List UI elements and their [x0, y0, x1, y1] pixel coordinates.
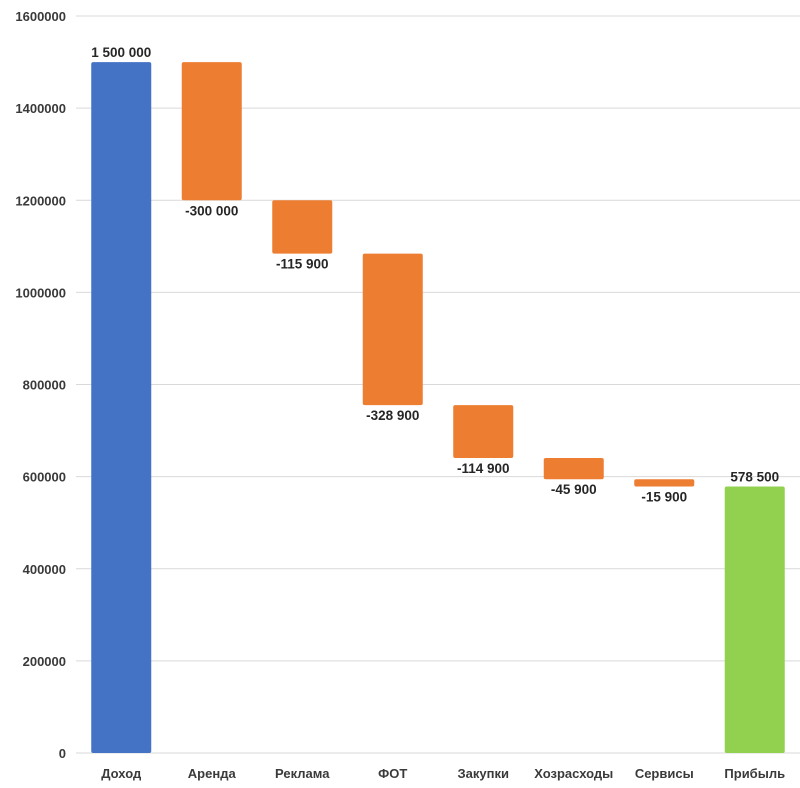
y-tick-label: 800000: [23, 378, 66, 393]
bar-decrease: [634, 479, 695, 487]
data-label: -45 900: [551, 482, 597, 497]
data-label: -114 900: [457, 461, 510, 476]
y-tick-label: 1000000: [15, 285, 66, 300]
data-label: -328 900: [366, 408, 419, 423]
bar-decrease: [181, 62, 242, 201]
data-label: -15 900: [641, 490, 687, 505]
data-labels: 1 500 000 -300 000 -115 900 -328 900 -114 90…: [91, 45, 779, 504]
data-label: -300 000: [185, 203, 238, 218]
x-category-label: Доход: [101, 766, 142, 781]
x-category-label: Сервисы: [635, 766, 694, 781]
y-tick-label: 600000: [23, 470, 66, 485]
bar-total: [724, 486, 785, 753]
y-tick-label: 1600000: [15, 9, 66, 24]
bar-start: [91, 62, 152, 753]
x-category-label: Реклама: [275, 766, 330, 781]
y-axis-ticks: 0 200000 400000 600000 800000 1000000 1200000 1…: [15, 9, 66, 761]
x-category-label: Прибыль: [724, 766, 785, 781]
y-tick-label: 1200000: [15, 193, 66, 208]
x-category-label: Хозрасходы: [534, 766, 613, 781]
data-label: -115 900: [276, 257, 329, 272]
y-tick-label: 400000: [23, 562, 66, 577]
y-tick-label: 200000: [23, 654, 66, 669]
x-category-label: Аренда: [188, 766, 237, 781]
x-category-label: Закупки: [458, 766, 509, 781]
bar-decrease: [272, 200, 333, 254]
data-label: 1 500 000: [91, 45, 151, 60]
y-tick-label: 1400000: [15, 101, 66, 116]
bar-decrease: [453, 405, 514, 459]
bar-decrease: [543, 458, 604, 480]
x-category-label: ФОТ: [378, 766, 407, 781]
x-axis-labels: Доход Аренда Реклама ФОТ Закупки Хозрасходы Се…: [101, 766, 785, 781]
data-label: 578 500: [730, 470, 779, 485]
bars: [91, 62, 785, 753]
y-tick-label: 0: [59, 746, 66, 761]
bar-decrease: [362, 253, 423, 406]
